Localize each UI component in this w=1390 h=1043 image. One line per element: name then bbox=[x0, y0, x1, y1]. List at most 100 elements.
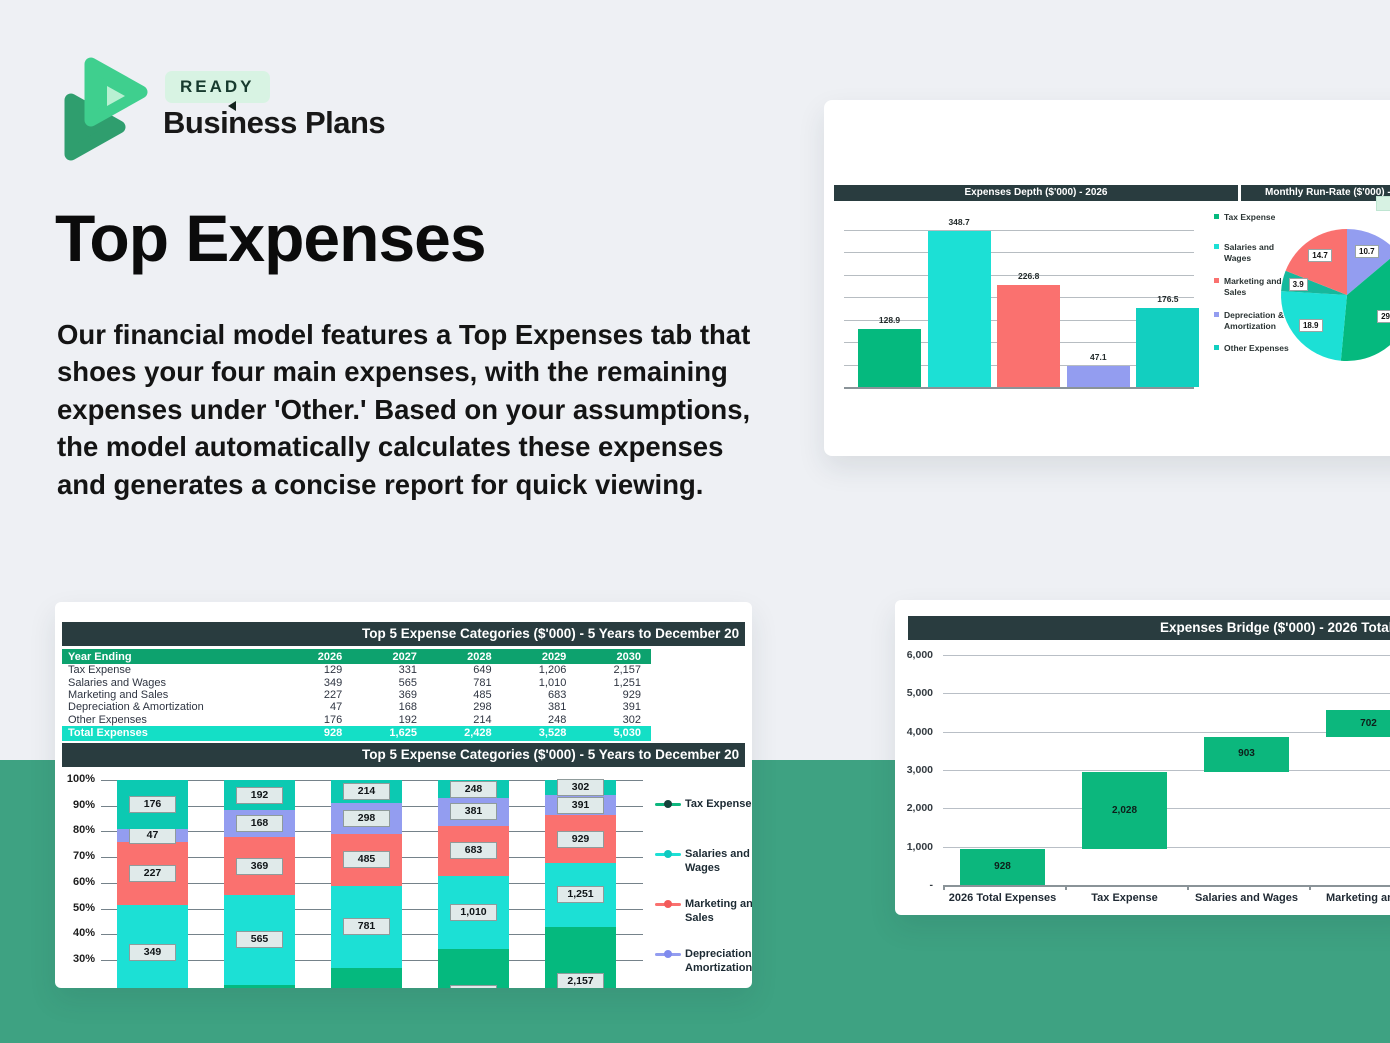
y-axis-label: 6,000 bbox=[906, 649, 933, 661]
bar-value-label: 128.9 bbox=[878, 315, 901, 326]
row-label: Salaries and Wages bbox=[68, 676, 167, 689]
legend-swatch bbox=[1214, 244, 1219, 249]
y-axis-label: 2,000 bbox=[906, 802, 933, 815]
cell-value: 3,528 bbox=[538, 727, 567, 740]
gridline bbox=[844, 230, 1194, 231]
stack-value-label: 298 bbox=[343, 810, 390, 828]
waterfall-bar-Tax Expense bbox=[1082, 771, 1167, 850]
gridline bbox=[943, 731, 1390, 733]
row-label: Year Ending bbox=[68, 650, 132, 663]
brand-badge: READY bbox=[165, 71, 270, 103]
legend-swatch bbox=[1214, 214, 1219, 219]
pie-slice-Salaries and Wages bbox=[1340, 258, 1390, 361]
cell-value: 192 bbox=[398, 713, 417, 726]
bar-Depreciation & Amortization bbox=[1066, 365, 1130, 387]
stack-value-label: 2,157 bbox=[557, 973, 604, 988]
pie-chart: 10.7 29.1 18.9 3.9 14.7 bbox=[1264, 210, 1390, 400]
legend-dot-marker bbox=[664, 949, 672, 958]
stack-value-label: 349 bbox=[129, 944, 176, 962]
cell-value: 227 bbox=[323, 688, 343, 701]
x-axis-tick bbox=[1187, 885, 1189, 890]
y-axis-label: 80% bbox=[72, 824, 95, 837]
cell-value: 2027 bbox=[392, 650, 417, 663]
bar-chart-legend: Tax Expense Salaries and Wages Marketing a… bbox=[1212, 200, 1292, 370]
cell-value: 248 bbox=[547, 713, 567, 726]
cell-value: 391 bbox=[622, 701, 641, 714]
y-axis-label: - bbox=[929, 879, 934, 891]
page-description: Our financial model features a Top Expen… bbox=[57, 319, 751, 500]
cell-value: 1,251 bbox=[613, 676, 641, 689]
expense-table: Year Ending 2026 2027 2028 2029 2030 Tax Expen… bbox=[62, 649, 651, 741]
waterfall-value-label: 2,028 bbox=[1111, 804, 1138, 816]
gridline bbox=[844, 252, 1194, 254]
gridline bbox=[943, 770, 1390, 771]
y-axis-label: 4,000 bbox=[906, 725, 933, 738]
y-axis-label: 1,000 bbox=[906, 840, 933, 853]
bar-value-label: 226.8 bbox=[1018, 271, 1040, 282]
legend-swatch bbox=[1214, 345, 1219, 350]
y-axis-label: 40% bbox=[72, 927, 95, 940]
y-axis-label: 90% bbox=[72, 798, 95, 811]
legend-item: Depreciation & Amortization bbox=[655, 948, 752, 976]
stack-segment-Tax Expense bbox=[224, 984, 295, 988]
cell-value: 176 bbox=[323, 713, 343, 726]
cell-value: 781 bbox=[473, 676, 492, 689]
cell-value: 2,157 bbox=[613, 664, 641, 677]
cell-value: 302 bbox=[622, 713, 641, 726]
cell-value: 928 bbox=[323, 727, 343, 740]
card-expenses-depth: Expenses Depth ($'000) - 2026 Monthly Ru… bbox=[824, 100, 1390, 456]
stack-segment-Tax Expense bbox=[438, 949, 509, 988]
gridline bbox=[943, 693, 1390, 695]
x-axis-tick bbox=[943, 885, 945, 890]
waterfall-bar-2026 Total Expenses bbox=[960, 849, 1045, 885]
brand-accent-icon bbox=[228, 101, 236, 111]
cell-value: 381 bbox=[547, 701, 567, 714]
waterfall-bar-Salaries and Wages bbox=[1204, 737, 1289, 772]
stack-value-label: 176 bbox=[129, 795, 176, 813]
cell-value: 214 bbox=[473, 713, 492, 726]
y-axis-label: 50% bbox=[72, 901, 95, 914]
stack-value-label: 391 bbox=[557, 796, 604, 814]
x-axis-category-label: Tax Expense bbox=[1091, 892, 1158, 904]
card-top5-expenses: Top 5 Expense Categories ($'000) - 5 Yea… bbox=[55, 602, 752, 988]
gridline bbox=[844, 387, 1194, 389]
cell-value: 2030 bbox=[616, 650, 641, 663]
legend-item: Depreciation & Amortization bbox=[1214, 310, 1299, 332]
clipped-label-box bbox=[1376, 196, 1390, 211]
chart-title-top5: Top 5 Expense Categories ($'000) - 5 Yea… bbox=[62, 743, 745, 767]
bar-Other Expenses bbox=[1136, 307, 1200, 387]
row-label: Tax Expense bbox=[68, 664, 131, 677]
table-row: Marketing and Sales 227 369 485 683 929 bbox=[62, 689, 651, 701]
legend-item: Salaries and Wages bbox=[1214, 242, 1299, 264]
y-axis-label: 5,000 bbox=[906, 687, 933, 700]
waterfall-value-label: 903 bbox=[1238, 748, 1255, 760]
x-axis-category-label: 2026 Total Expenses bbox=[948, 892, 1057, 904]
legend-swatch bbox=[1214, 278, 1219, 283]
cell-value: 369 bbox=[398, 688, 417, 701]
stack-value-label: 565 bbox=[236, 931, 283, 949]
stack-value-label: 192 bbox=[236, 786, 283, 804]
table-row: Tax Expense 129 331 649 1,206 2,157 bbox=[62, 664, 651, 676]
x-axis-category-label: Marketing and S bbox=[1326, 892, 1390, 904]
gridline bbox=[943, 655, 1390, 656]
stack-value-label: 248 bbox=[450, 780, 497, 798]
brand-name: Business Plans bbox=[163, 105, 386, 140]
legend-item: Tax Expense bbox=[1214, 212, 1299, 223]
row-label: Depreciation & Amortization bbox=[68, 701, 204, 714]
bar-value-label: 348.7 bbox=[948, 216, 970, 227]
pie-svg bbox=[1281, 229, 1390, 361]
waterfall-value-label: 702 bbox=[1360, 717, 1377, 729]
stack-value-label: 1,251 bbox=[557, 886, 604, 904]
bar-value-label: 47.1 bbox=[1090, 351, 1107, 362]
stack-value-label: 1,206 bbox=[450, 984, 497, 988]
stack-segment-Tax Expense bbox=[331, 968, 402, 988]
legend-item: Marketing and Sales bbox=[655, 898, 752, 926]
x-axis-tick bbox=[1065, 885, 1067, 890]
gridline bbox=[844, 274, 1194, 276]
legend-item: Salaries and Wages bbox=[655, 848, 752, 876]
stack-value-label: 929 bbox=[557, 830, 604, 848]
stack-value-label: 168 bbox=[236, 815, 283, 833]
cell-value: 298 bbox=[473, 701, 492, 714]
cell-value: 1,206 bbox=[538, 664, 567, 677]
card-expenses-bridge: Expenses Bridge ($'000) - 2026 Total Exp… bbox=[895, 600, 1390, 915]
